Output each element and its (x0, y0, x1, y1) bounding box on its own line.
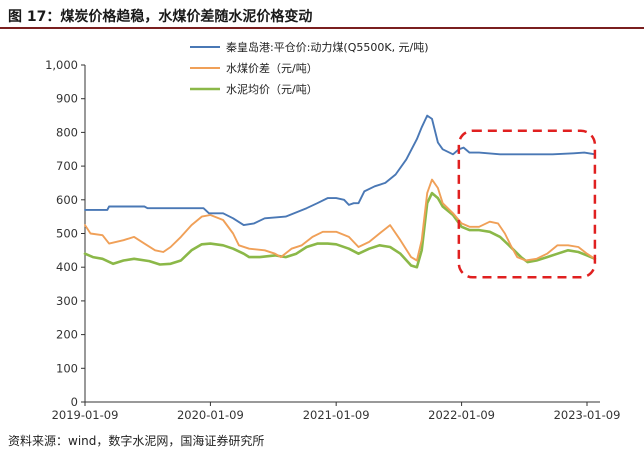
y-tick-label: 1,000 (45, 58, 78, 72)
legend-label-2: 水煤价差（元/吨） (226, 61, 318, 75)
y-tick-label: 600 (56, 193, 78, 207)
x-tick-label: 2023-01-09 (554, 408, 621, 422)
title-rule (0, 27, 644, 29)
x-tick-label: 2022-01-09 (428, 408, 495, 422)
series-line-3 (83, 191, 597, 269)
x-tick-label: 2020-01-09 (177, 408, 244, 422)
series-line-2 (84, 178, 596, 262)
x-tick-label: 2019-01-09 (52, 408, 119, 422)
series-line-1 (84, 114, 596, 227)
chart-axes: 0 100 200 300 400 500 600 700 800 900 1,000 2019-01… (45, 58, 620, 422)
legend-label-3: 水泥均价（元/吨） (226, 83, 318, 96)
y-tick-label: 800 (56, 125, 78, 139)
figure-title: 图 17：煤炭价格趋稳，水煤价差随水泥价格变动 (8, 9, 313, 25)
y-tick-label: 100 (56, 361, 78, 375)
chart-series (83, 114, 597, 269)
chart-legend: 秦皇岛港:平仓价:动力煤(Q5500K, 元/吨) 水煤价差（元/吨） 水泥均价（元… (190, 40, 429, 96)
y-tick-label: 900 (56, 92, 78, 106)
y-tick-label: 500 (56, 227, 78, 241)
y-tick-label: 700 (56, 159, 78, 173)
legend-label-1: 秦皇岛港:平仓价:动力煤(Q5500K, 元/吨) (226, 40, 429, 54)
x-tick-label: 2021-01-09 (303, 408, 370, 422)
y-tick-label: 300 (56, 294, 78, 308)
y-tick-label: 200 (56, 328, 78, 342)
y-tick-label: 400 (56, 260, 78, 274)
y-tick-label: 0 (71, 395, 78, 409)
figure-source: 资料来源：wind，数字水泥网，国海证券研究所 (8, 434, 265, 448)
